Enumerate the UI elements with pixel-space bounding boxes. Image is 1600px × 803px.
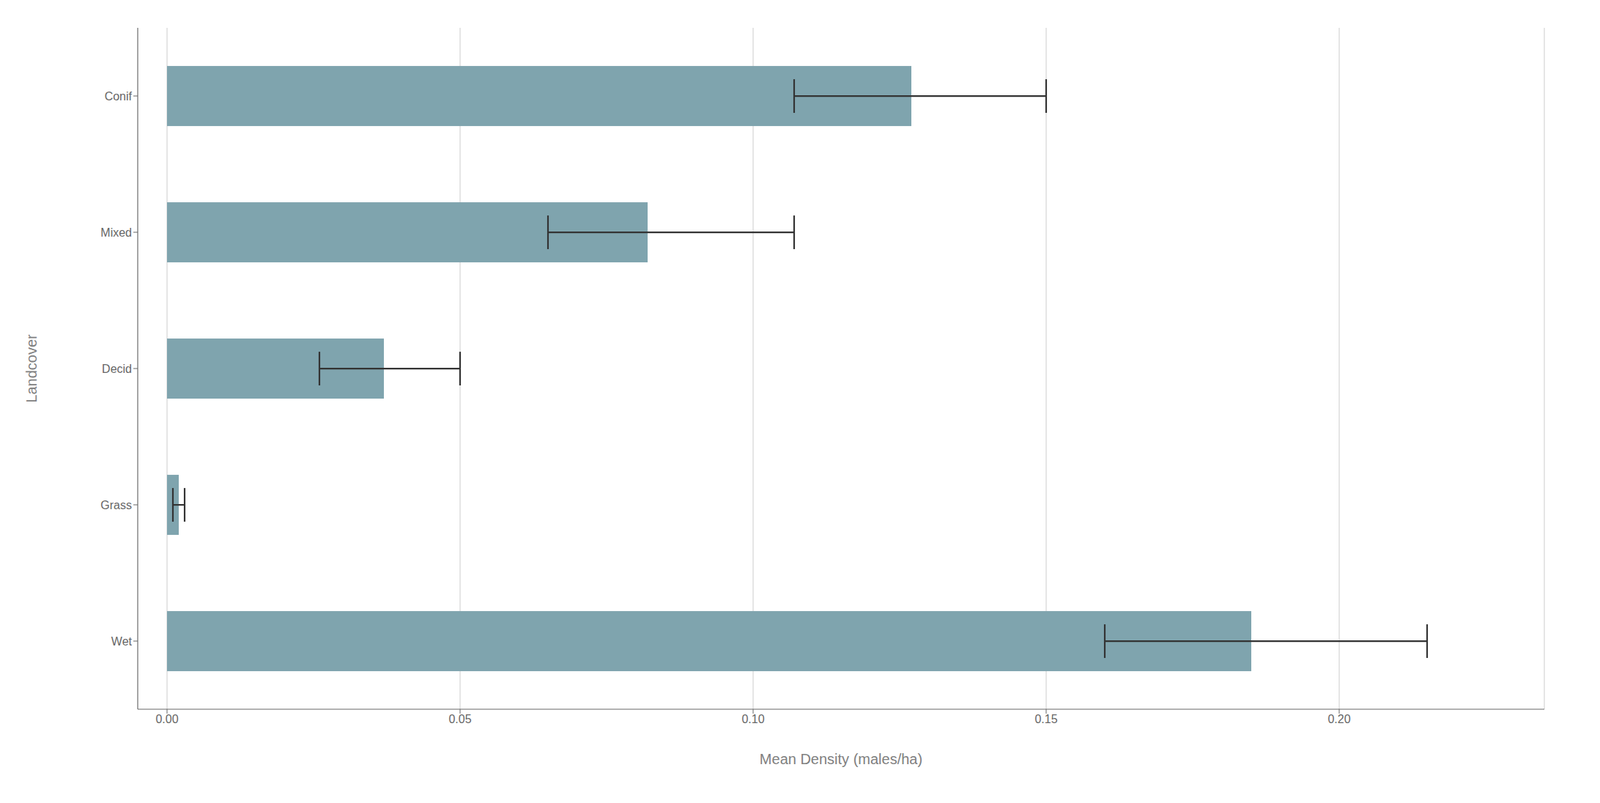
svg-text:0.05: 0.05	[448, 712, 472, 726]
svg-text:0.20: 0.20	[1327, 712, 1351, 726]
svg-text:Grass: Grass	[100, 498, 132, 512]
svg-text:0.15: 0.15	[1034, 712, 1058, 726]
svg-text:Conif: Conif	[104, 90, 133, 103]
svg-text:Wet: Wet	[111, 635, 133, 648]
svg-text:0.10: 0.10	[741, 712, 765, 726]
svg-text:Mixed: Mixed	[100, 226, 132, 239]
svg-text:Mean Density (males/ha): Mean Density (males/ha)	[759, 750, 923, 768]
svg-text:Landcover: Landcover	[23, 334, 40, 403]
svg-text:0.00: 0.00	[155, 712, 179, 726]
svg-text:Decid: Decid	[101, 362, 132, 376]
